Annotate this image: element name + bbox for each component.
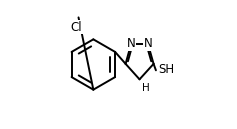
Text: H: H [142, 83, 150, 93]
Text: N: N [144, 37, 152, 50]
Text: N: N [127, 37, 136, 50]
Text: SH: SH [158, 63, 174, 76]
Text: Cl: Cl [71, 21, 82, 34]
